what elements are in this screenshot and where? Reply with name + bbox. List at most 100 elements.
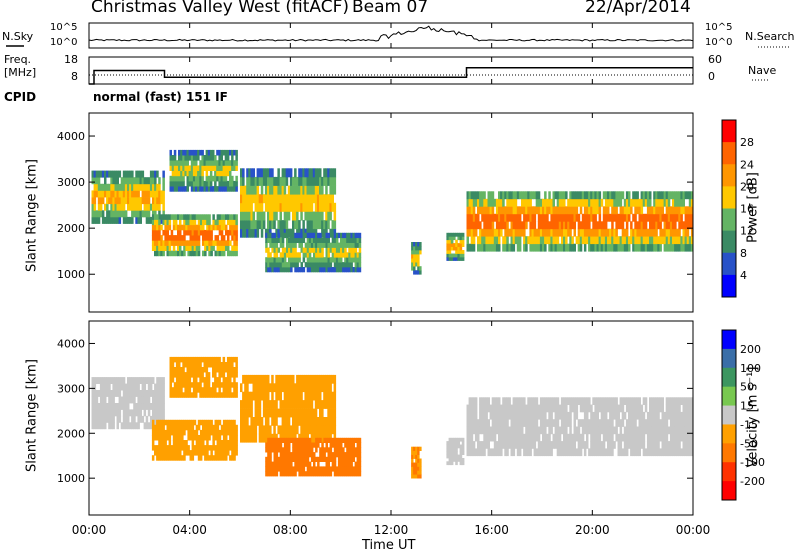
power-panel-cell-7-15-7 [498, 191, 501, 200]
power-panel-cell-2-21-0 [214, 186, 217, 192]
power-panel-cell-3-19-2 [279, 211, 282, 221]
power-panel-cell-1-20-0 [193, 250, 197, 257]
velocity-panel-cell-3-20-4 [281, 400, 285, 409]
velocity-panel-cell-3-2-3 [244, 408, 247, 418]
velocity-panel-cell-1-28-2 [210, 445, 213, 451]
velocity-panel-cell-0-22-6 [137, 383, 140, 391]
velocity-panel-cell-0-9-1 [110, 415, 113, 423]
velocity-panel-cell-3-13-4 [267, 400, 270, 409]
power-panel-cell-7-42-2 [554, 228, 558, 237]
power-panel-cell-7-5-0 [477, 243, 480, 252]
power-panel-cell-7-43-2 [556, 228, 560, 237]
power-panel-cell-4-8-5 [281, 242, 285, 248]
velocity-panel-cell-3-19-4 [279, 400, 282, 409]
velocity-panel-cell-3-18-5 [277, 391, 280, 401]
velocity-panel-cell-7-17-4 [502, 419, 505, 427]
power-panel-cell-7-72-1 [617, 236, 620, 245]
velocity-panel-cell-1-19-5 [191, 429, 195, 436]
power-panel-cell-7-85-3 [644, 221, 648, 230]
velocity-panel-cell-0-34-3 [162, 403, 165, 410]
power-panel-cell-1-16-1 [185, 245, 188, 251]
velocity-panel-cell-5-0-0 [411, 474, 414, 479]
velocity-panel-cell-4-34-0 [335, 471, 339, 477]
power-panel-cell-7-74-2 [621, 228, 625, 237]
velocity-panel-cell-1-6-4 [164, 435, 167, 441]
velocity-panel-cell-6-4-4 [455, 447, 458, 452]
power-panel-cell-7-80-3 [634, 221, 637, 230]
velocity-panel-cell-7-32-5 [533, 411, 537, 420]
power-panel-cell-4-23-3 [313, 252, 316, 258]
velocity-panel-cell-7-2-6 [470, 404, 474, 413]
velocity-panel-cell-1-13-7 [179, 419, 182, 426]
power-panel-cell-7-99-4 [674, 213, 677, 222]
power-panel-cell-3-44-5 [331, 185, 334, 195]
power-panel-cell-6-4-4 [455, 243, 458, 247]
velocity-panel-cell-4-7-3 [279, 456, 283, 462]
velocity-panel-cell-4-14-7 [294, 437, 297, 443]
velocity-panel-cell-1-39-3 [233, 440, 236, 446]
power-panel-cell-3-32-6 [306, 176, 309, 186]
power-panel-cell-7-66-7 [604, 191, 608, 200]
velocity-panel-cell-0-13-5 [118, 390, 122, 397]
power-panel-cell-4-15-1 [296, 262, 299, 268]
power-panel-cell-1-1-3 [154, 235, 157, 241]
power-panel-cell-7-60-4 [592, 213, 595, 222]
power-panel-cell-7-92-2 [659, 228, 662, 237]
velocity-panel-cell-3-31-5 [304, 391, 307, 401]
power-panel-cell-7-34-0 [537, 243, 541, 252]
velocity-panel-cell-7-89-1 [653, 441, 656, 449]
velocity-panel-cell-4-25-3 [317, 456, 320, 462]
power-panel-cell-3-39-4 [321, 194, 324, 204]
velocity-panel-cell-4-32-7 [331, 437, 335, 443]
power-panel-cell-2-15-4 [201, 165, 204, 171]
velocity-panel-cell-6-3-2 [453, 454, 456, 459]
velocity-panel-cell-3-13-7 [267, 374, 270, 384]
power-panel-cell-4-28-0 [323, 267, 326, 273]
power-panel-cell-0-1-1 [93, 210, 97, 218]
power-panel-cell-0-14-6 [120, 177, 124, 185]
velocity-panel-cell-4-29-3 [325, 456, 328, 462]
power-panel-cell-2-31-2 [235, 175, 238, 182]
velocity-panel-cell-3-13-2 [267, 417, 270, 426]
power-panel-cell-1-10-2 [172, 240, 176, 246]
velocity-panel-cell-0-20-0 [133, 422, 136, 430]
power-panel-cell-0-34-3 [162, 197, 165, 205]
velocity-panel-cell-0-3-7 [97, 377, 101, 384]
power-panel-cell-1-13-6 [179, 219, 182, 226]
power-panel-cell-7-67-1 [607, 236, 610, 245]
velocity-panel-cell-3-19-7 [279, 374, 282, 384]
power-panel-cell-7-52-6 [575, 198, 579, 207]
power-panel-cell-0-18-5 [129, 183, 132, 191]
power-panel-cell-1-10-3 [172, 235, 176, 241]
velocity-panel-cell-0-5-1 [101, 415, 105, 423]
velocity-panel-cell-4-22-5 [310, 447, 314, 453]
power-panel-cell-7-100-1 [676, 236, 679, 245]
velocity-panel-cell-3-30-6 [302, 383, 305, 393]
velocity-panel-cell-0-7-6 [106, 383, 109, 391]
power-panel-cell-7-55-3 [581, 221, 585, 230]
velocity-panel-cell-7-41-4 [552, 419, 555, 427]
power-panel-cell-1-27-4 [208, 229, 211, 236]
velocity-panel-cell-3-29-3 [300, 408, 303, 418]
power-panel-cell-4-16-6 [298, 237, 301, 243]
power-panel-cell-7-0-4 [466, 213, 469, 222]
power-panel-cell-7-103-2 [682, 228, 685, 237]
velocity-panel-cell-3-39-2 [321, 417, 324, 426]
velocity-panel-cell-2-21-2 [214, 382, 217, 388]
velocity-panel-cell-3-6-7 [252, 374, 255, 384]
power-panel-cell-1-35-4 [225, 229, 228, 236]
velocity-panel-cell-7-93-3 [661, 426, 664, 435]
velocity-panel-cell-7-8-5 [483, 411, 486, 420]
power-panel-cell-4-25-3 [317, 252, 320, 258]
velocity-panel-cell-7-0-3 [466, 426, 469, 435]
velocity-panel-cell-7-67-0 [607, 448, 610, 457]
power-panel-cell-3-25-4 [292, 194, 295, 204]
velocity-panel-cell-0-31-1 [156, 415, 159, 423]
power-panel-cell-1-29-5 [212, 224, 215, 231]
power-ytick-label-2: 3000 [57, 176, 85, 189]
power-panel-cell-7-17-3 [502, 221, 505, 230]
velocity-panel-cell-7-102-3 [680, 426, 683, 435]
power-panel-cell-5-4-6 [419, 246, 422, 251]
velocity-panel-cell-4-12-4 [290, 452, 293, 458]
velocity-panel-cell-1-27-5 [208, 429, 211, 436]
